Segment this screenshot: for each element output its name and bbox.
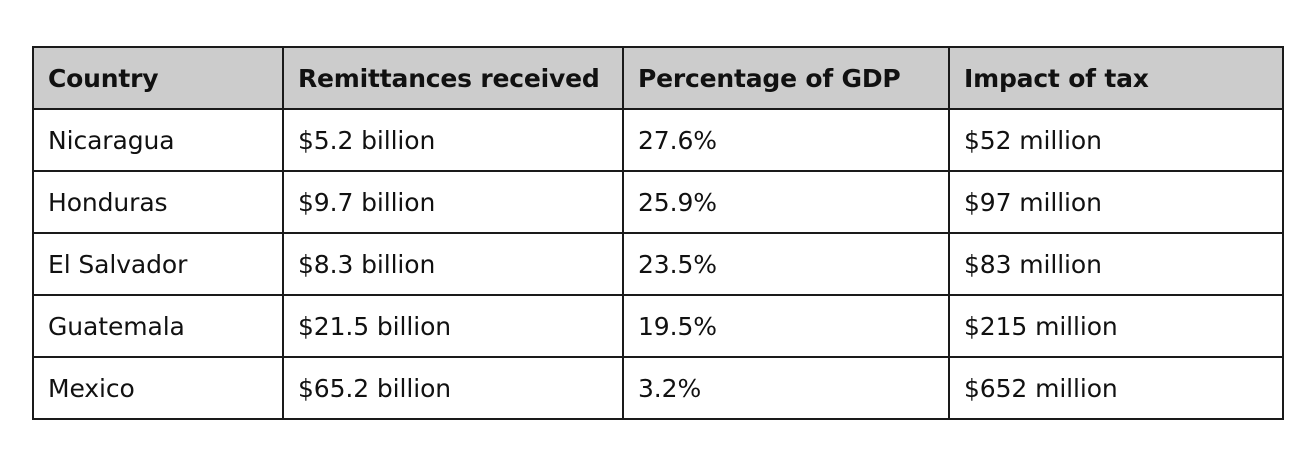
cell-country: Mexico [32,356,284,420]
table-row: Nicaragua $5.2 billion 27.6% $52 million [32,108,1284,172]
cell-impact-of-tax: $97 million [948,170,1284,234]
header-country: Country [32,46,284,110]
cell-remittances: $65.2 billion [282,356,624,420]
cell-remittances: $9.7 billion [282,170,624,234]
cell-country: Nicaragua [32,108,284,172]
cell-remittances: $21.5 billion [282,294,624,358]
cell-country: Guatemala [32,294,284,358]
header-remittances-received: Remittances received [282,46,624,110]
table-row: Mexico $65.2 billion 3.2% $652 million [32,356,1284,420]
cell-percentage-gdp: 23.5% [622,232,950,296]
cell-country: El Salvador [32,232,284,296]
cell-percentage-gdp: 19.5% [622,294,950,358]
remittances-table: Country Remittances received Percentage … [32,46,1284,420]
table-row: Guatemala $21.5 billion 19.5% $215 milli… [32,294,1284,358]
table-header-row: Country Remittances received Percentage … [32,46,1284,110]
cell-remittances: $5.2 billion [282,108,624,172]
cell-percentage-gdp: 25.9% [622,170,950,234]
cell-percentage-gdp: 27.6% [622,108,950,172]
cell-impact-of-tax: $215 million [948,294,1284,358]
table-row: Honduras $9.7 billion 25.9% $97 million [32,170,1284,234]
cell-impact-of-tax: $83 million [948,232,1284,296]
table-row: El Salvador $8.3 billion 23.5% $83 milli… [32,232,1284,296]
cell-impact-of-tax: $652 million [948,356,1284,420]
header-percentage-of-gdp: Percentage of GDP [622,46,950,110]
cell-remittances: $8.3 billion [282,232,624,296]
cell-percentage-gdp: 3.2% [622,356,950,420]
cell-country: Honduras [32,170,284,234]
cell-impact-of-tax: $52 million [948,108,1284,172]
header-impact-of-tax: Impact of tax [948,46,1284,110]
